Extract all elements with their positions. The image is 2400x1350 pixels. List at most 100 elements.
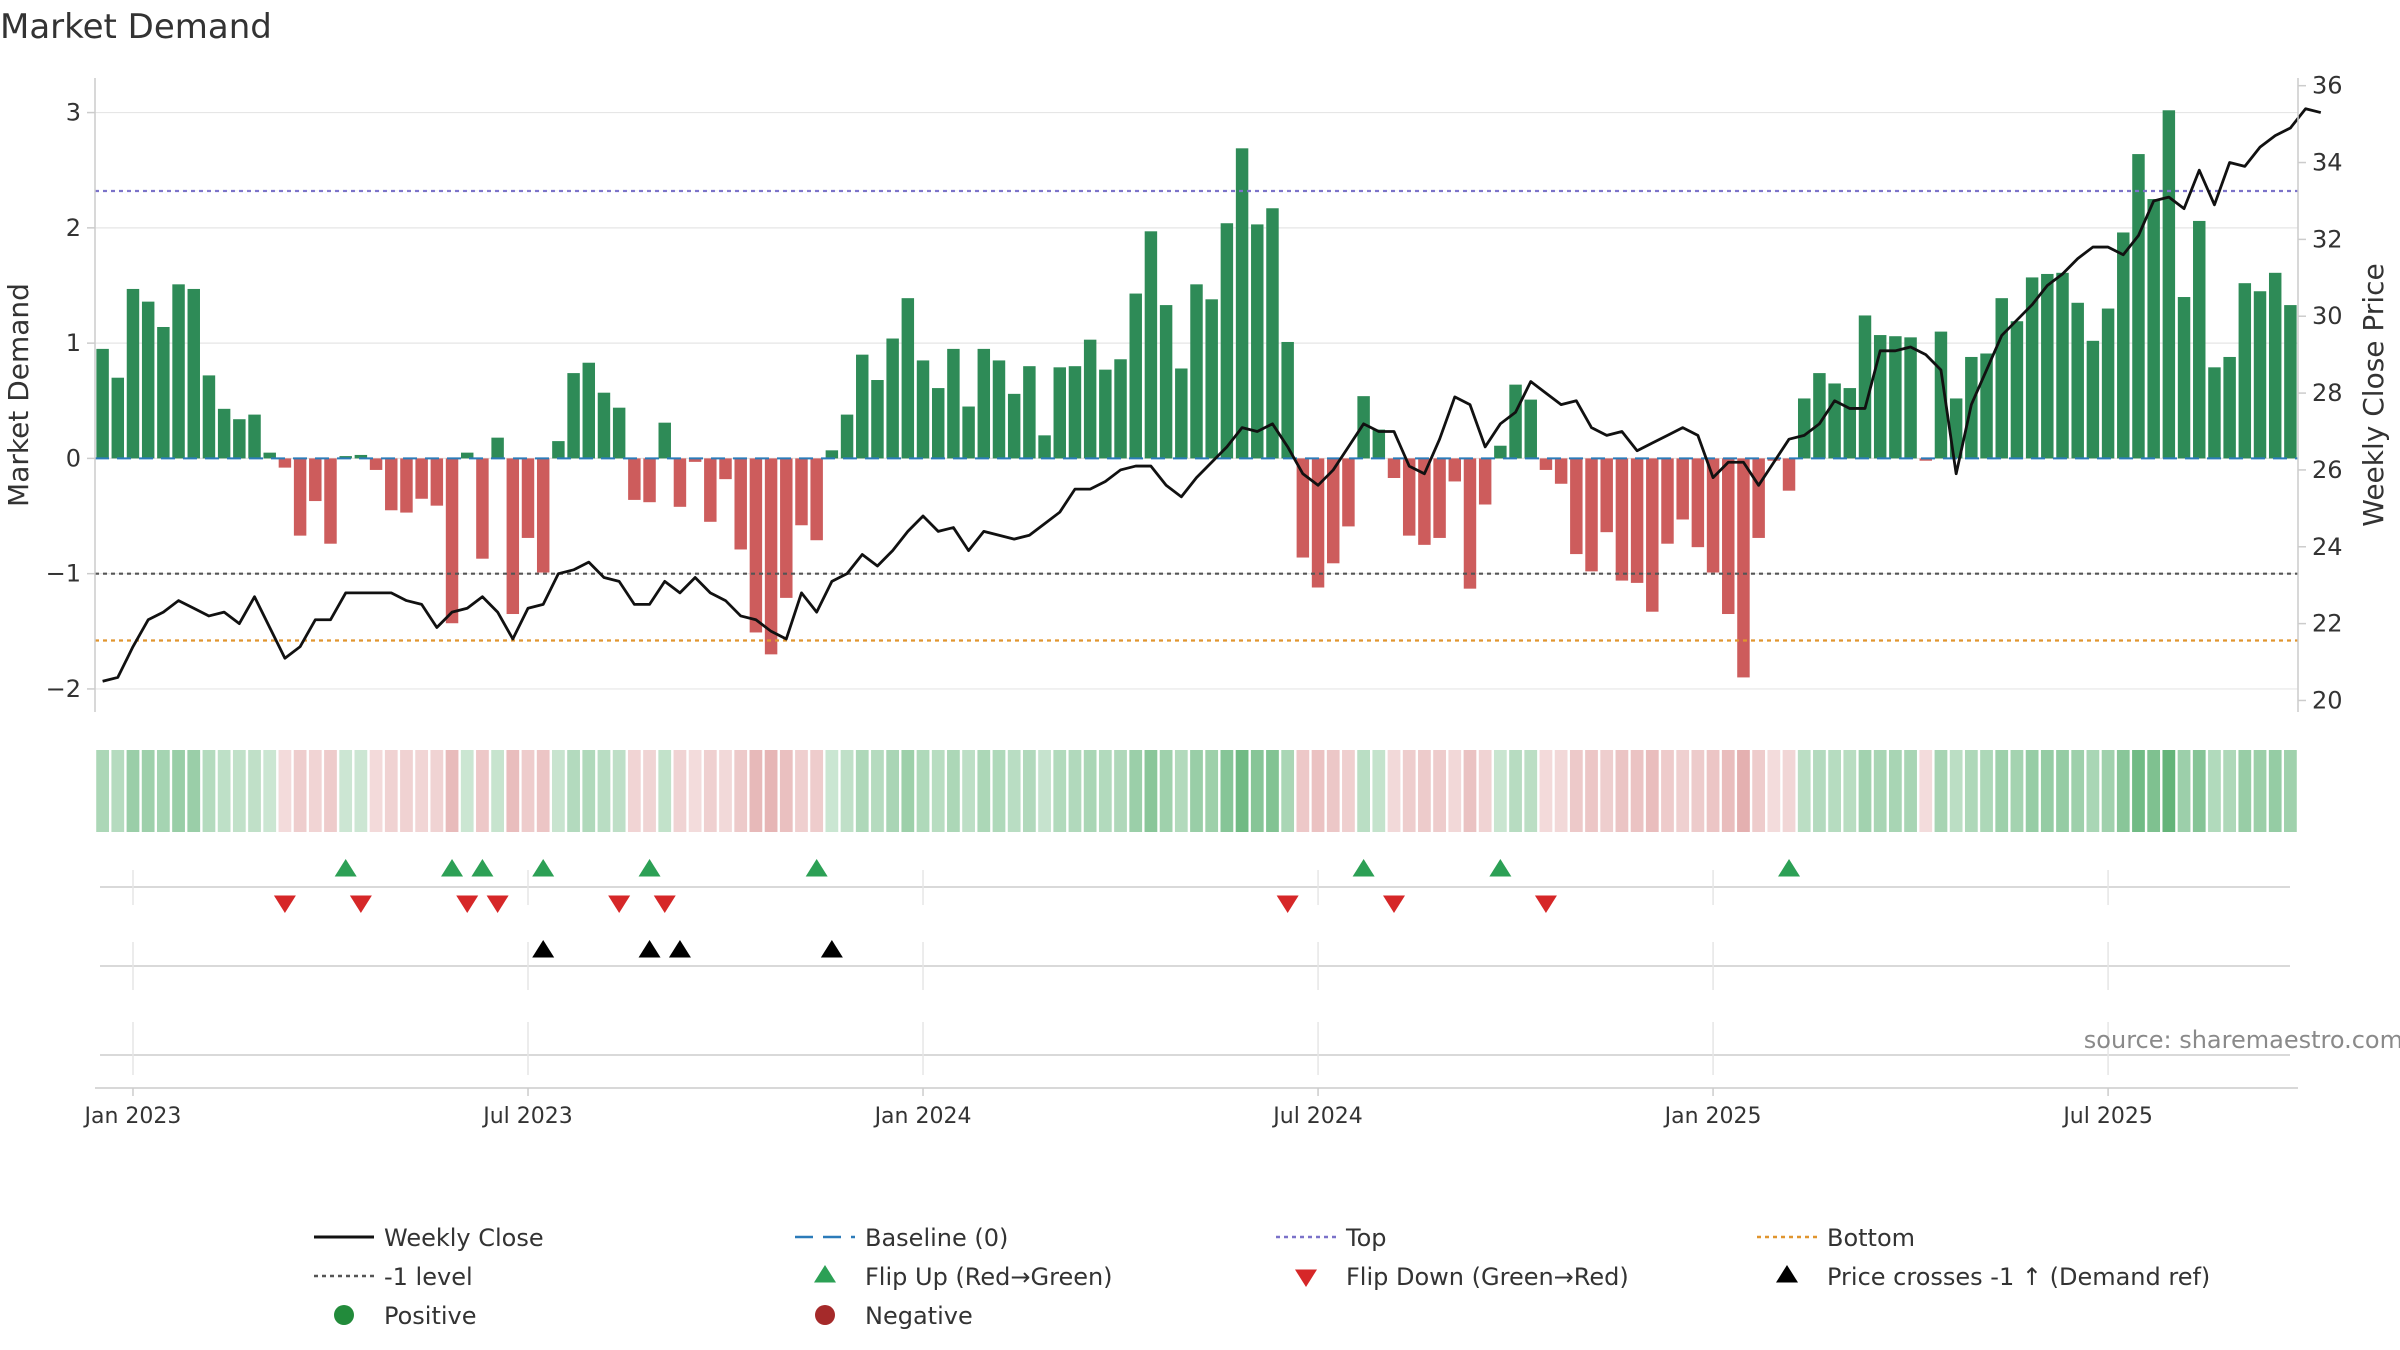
- negative-demand-bar: [1418, 458, 1431, 545]
- x-axis-tick-label: Jan 2023: [83, 1104, 182, 1129]
- demand-heat-cell: [1934, 750, 1948, 832]
- negative-demand-bar: [278, 458, 292, 468]
- negative-demand-bar: [1554, 458, 1568, 484]
- positive-demand-bar: [2253, 291, 2267, 459]
- flip-down-marker: [486, 895, 509, 913]
- demand-heat-cell: [1873, 750, 1887, 832]
- demand-heat-cell: [2086, 750, 2100, 832]
- negative-demand-bar: [1661, 458, 1674, 544]
- positive-demand-bar: [1114, 359, 1127, 459]
- demand-heat-cell: [886, 750, 900, 832]
- demand-heat-cell: [2071, 750, 2085, 832]
- demand-heat-cell: [825, 750, 839, 832]
- demand-heat-cell: [1235, 750, 1249, 832]
- demand-heat-cell: [415, 750, 429, 832]
- positive-demand-bar: [552, 441, 565, 459]
- positive-demand-bar: [612, 407, 626, 459]
- demand-heat-cell: [187, 750, 201, 832]
- flip-up-marker: [471, 859, 494, 877]
- positive-demand-bar: [126, 288, 140, 459]
- positive-demand-bar: [825, 450, 839, 459]
- positive-demand-bar: [339, 456, 352, 459]
- x-axis-tick-label: Jul 2024: [1271, 1104, 1363, 1129]
- demand-heat-cell: [931, 750, 945, 832]
- demand-heat-cell: [1068, 750, 1082, 832]
- demand-heat-cell: [1007, 750, 1021, 832]
- negative-demand-bar: [1296, 458, 1310, 558]
- positive-demand-bar: [2101, 308, 2115, 459]
- demand-heat-cell: [1463, 750, 1477, 832]
- positive-demand-bar: [461, 452, 474, 459]
- negative-demand-bar: [445, 458, 459, 624]
- demand-heat-cell: [1569, 750, 1583, 832]
- positive-demand-bar: [202, 375, 216, 459]
- negative-demand-bar: [1646, 458, 1659, 612]
- positive-demand-bar: [217, 408, 231, 459]
- demand-heat-cell: [2268, 750, 2282, 832]
- demand-heat-strip: [96, 750, 2297, 832]
- positive-demand-bar: [977, 348, 991, 459]
- negative-demand-bar: [1311, 458, 1325, 588]
- demand-heat-cell: [506, 750, 520, 832]
- negative-demand-bar: [1600, 458, 1613, 533]
- positive-demand-bar: [248, 414, 261, 459]
- demand-heat-cell: [810, 750, 824, 832]
- demand-heat-cell: [1220, 750, 1234, 832]
- demand-heat-cell: [1797, 750, 1811, 832]
- demand-heat-cell: [172, 750, 185, 832]
- positive-demand-bar: [1175, 368, 1188, 459]
- demand-heat-cell: [643, 750, 656, 832]
- demand-heat-cell: [658, 750, 672, 832]
- positive-demand-bar: [1099, 369, 1112, 459]
- negative-demand-bar: [1737, 458, 1750, 678]
- negative-demand-bar: [749, 458, 763, 633]
- demand-heat-cell: [1144, 750, 1158, 832]
- demand-heat-cell: [369, 750, 383, 832]
- demand-heat-cell: [536, 750, 550, 832]
- signal-markers: Jan 2023 Jul 2023 Jan 2024 Jul 2024 Jan 2025…: [83, 859, 2298, 1129]
- right-axis-tick-label: 32: [2312, 225, 2343, 253]
- demand-heat-cell: [2025, 750, 2039, 832]
- demand-heat-cell: [1600, 750, 1614, 832]
- negative-demand-bar: [1767, 458, 1781, 461]
- demand-heat-cell: [1114, 750, 1127, 832]
- positive-demand-bar: [233, 419, 246, 459]
- source-credit: source: sharemaestro.com: [2084, 1026, 2400, 1054]
- legend: Weekly Close Baseline (0) Top Bottom -1 leve…: [314, 1224, 2210, 1330]
- positive-demand-bar: [658, 422, 671, 459]
- left-axis-tick-label: 0: [66, 444, 81, 472]
- negative-demand-bar: [1402, 458, 1416, 536]
- demand-heat-cell: [582, 750, 596, 832]
- legend-label: Negative: [865, 1302, 973, 1330]
- negative-demand-bar: [293, 458, 307, 536]
- demand-heat-cell: [202, 750, 216, 832]
- positive-demand-bar: [187, 288, 200, 459]
- demand-heat-cell: [1433, 750, 1446, 832]
- negative-demand-bar: [521, 458, 535, 538]
- demand-heat-cell: [1767, 750, 1781, 832]
- positive-demand-bar: [1251, 224, 1264, 459]
- flip-up-marker: [638, 859, 661, 877]
- demand-heat-cell: [2162, 750, 2176, 832]
- positive-demand-bar: [1372, 429, 1386, 459]
- positive-demand-bar: [2208, 367, 2221, 459]
- demand-heat-cell: [1174, 750, 1188, 832]
- positive-demand-bar: [1159, 305, 1173, 459]
- demand-heat-cell: [1342, 750, 1355, 832]
- demand-heat-cell: [2253, 750, 2267, 832]
- positive-demand-bar: [947, 348, 960, 459]
- positive-demand-bar: [1220, 223, 1234, 459]
- positive-demand-bar: [2010, 321, 2024, 459]
- price-line-layer: [102, 107, 2322, 683]
- demand-heat-cell: [1266, 750, 1279, 832]
- demand-heat-cell: [1402, 750, 1416, 832]
- demand-heat-cell: [2116, 750, 2130, 832]
- demand-heat-cell: [871, 750, 884, 832]
- positive-demand-bar: [2193, 220, 2206, 459]
- demand-heat-cell: [445, 750, 459, 832]
- positive-demand-bar: [962, 406, 975, 459]
- negative-demand-bar: [430, 458, 444, 506]
- demand-heat-cell: [855, 750, 869, 832]
- positive-demand-bar: [2025, 277, 2039, 459]
